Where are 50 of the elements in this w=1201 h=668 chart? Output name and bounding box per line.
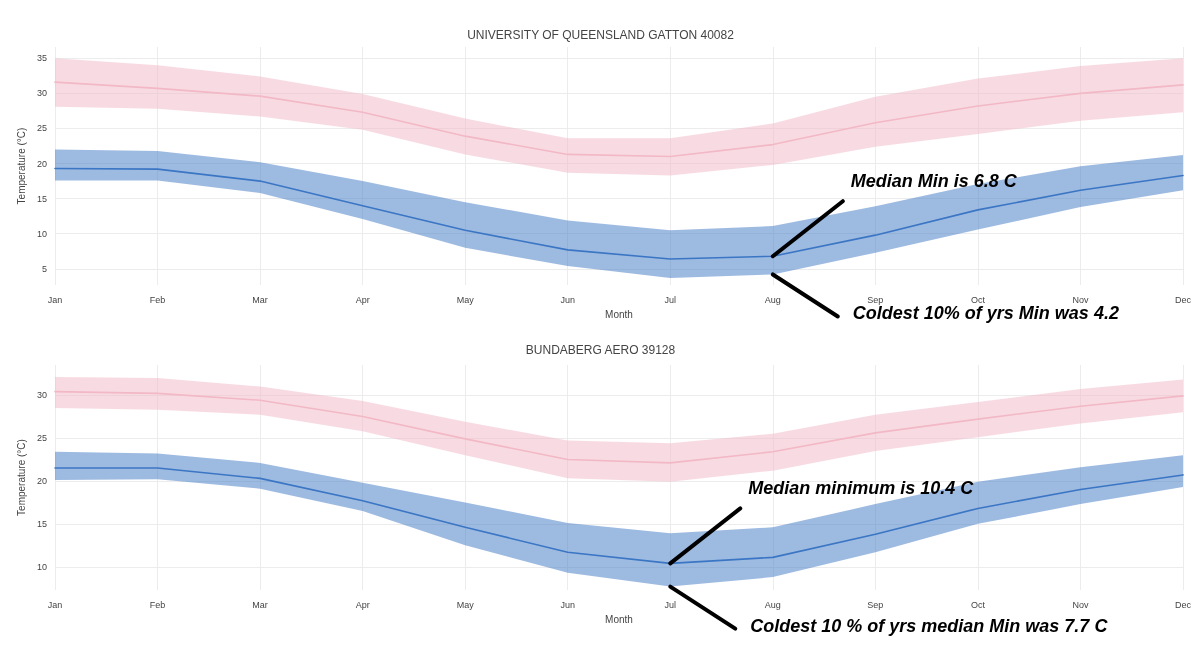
y-tick-label: 20 [36, 475, 47, 486]
x-tick-label: Mar [252, 294, 268, 305]
x-axis-title: Month [605, 308, 633, 320]
y-tick-label: 30 [36, 88, 47, 99]
x-axis-title: Month [605, 613, 633, 625]
annotation: Median minimum is 10.4 C [748, 478, 975, 499]
y-tick-label: 10 [36, 228, 47, 239]
x-tick-label: Oct [970, 599, 986, 610]
line-series [54, 81, 1184, 158]
x-tick-label: Jan [47, 599, 63, 610]
x-tick-label: Aug [764, 294, 781, 305]
line-series [54, 390, 1184, 464]
annotation: Coldest 10 % of yrs median Min was 7.7 C [750, 615, 1109, 636]
y-axis-title: Temperature (°C) [15, 127, 27, 205]
x-tick-label: Sep [867, 294, 884, 305]
y-tick-label: 10 [36, 561, 47, 572]
x-tick-label: Apr [355, 599, 370, 610]
x-tick-label: Feb [149, 294, 166, 305]
x-tick-label: Jun [560, 294, 575, 305]
y-tick-label: 25 [36, 433, 47, 443]
x-tick-label: Dec [1174, 294, 1192, 305]
x-tick-label: Jun [560, 599, 575, 610]
annotation: Median Min is 6.8 C [850, 171, 1018, 192]
x-tick-label: Jul [664, 599, 677, 610]
y-tick-label: 35 [36, 53, 47, 64]
y-tick-label: 15 [36, 518, 47, 529]
x-tick-label: Aug [764, 599, 781, 610]
y-tick-label: 15 [36, 193, 47, 204]
x-tick-label: Mar [252, 599, 268, 610]
x-tick-label: Oct [970, 294, 986, 305]
y-axis-title: Temperature (°C) [15, 439, 27, 516]
y-tick-label: 20 [36, 158, 47, 169]
x-tick-label: May [456, 294, 475, 305]
y-tick-label: 5 [41, 263, 47, 274]
chart-title: BUNDABERG AERO 39128 [525, 343, 676, 357]
x-tick-label: May [456, 599, 475, 610]
x-tick-label: Nov [1072, 599, 1089, 610]
x-tick-label: Nov [1072, 294, 1089, 305]
x-tick-label: Jan [47, 294, 63, 305]
y-tick-label: 30 [36, 390, 47, 401]
y-tick-label: 25 [36, 123, 47, 134]
x-tick-label: Sep [867, 599, 884, 610]
annotation: Coldest 10% of yrs Min was 4.2 [852, 303, 1119, 324]
x-tick-label: Dec [1174, 599, 1192, 610]
x-tick-label: Feb [149, 599, 166, 610]
chart-title: UNIVERSITY OF QUEENSLAND GATTON 40082 [467, 28, 735, 42]
line-series [54, 167, 1184, 260]
line-series [54, 467, 1184, 565]
x-tick-label: Apr [355, 294, 370, 305]
x-tick-label: Jul [664, 294, 677, 305]
